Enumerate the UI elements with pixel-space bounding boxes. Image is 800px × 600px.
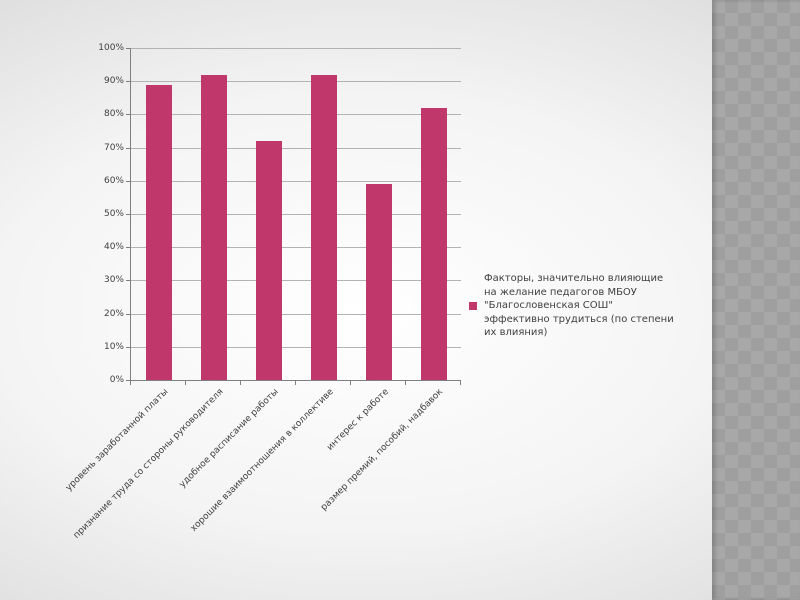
gridline [131,180,461,182]
gridline [131,346,461,348]
x-axis-category-label: удобное расписание работы [177,387,281,490]
x-axis-category-label: уровень заработанной платы [64,387,171,494]
y-axis-tick-label: 100% [98,43,124,53]
y-axis-tick-label: 20% [103,308,124,319]
y-axis-tick-label: 80% [103,109,124,120]
y-axis-tick-mark [126,380,130,381]
x-axis-tick-mark [350,381,351,385]
bar-3 [255,140,282,380]
x-axis-tick-mark [130,381,131,385]
gridline [131,214,461,215]
x-axis-tick-mark [185,381,186,385]
decorative-side-strip [712,0,800,600]
bar-5 [365,184,392,380]
y-axis-tick-label: 90% [103,76,124,87]
y-axis-tick-mark [126,48,130,49]
y-axis-tick-mark [126,280,130,282]
gridline [131,48,461,49]
bar-2 [200,74,227,380]
x-axis-tick-mark [405,381,406,385]
y-axis-tick-label: 30% [103,275,124,286]
plot-area [130,48,461,381]
gridline [131,313,461,315]
legend-marker-icon [469,301,477,310]
y-axis-tick-mark [126,180,130,182]
y-axis-tick-mark [126,147,130,149]
bar-6 [420,107,447,380]
gridline [131,247,461,249]
y-axis-tick-mark [126,346,130,348]
y-axis-tick-label: 70% [103,142,124,153]
bar-1 [145,84,172,380]
y-axis-tick-mark [126,247,130,249]
y-axis-tick-mark [126,313,130,315]
y-axis-tick-label: 10% [103,341,124,352]
gridline [131,147,461,149]
bar-4 [310,74,337,380]
gridline [131,114,461,116]
y-axis-tick-mark [126,81,130,83]
gridline [131,280,461,282]
y-axis-tick-mark [126,114,130,116]
x-axis-category-label: размер премий, пособий, надбавок [319,387,446,513]
legend: Факторы, значительно влияющие на желание… [469,272,684,340]
y-axis-tick-label: 40% [103,242,124,253]
legend-label: Факторы, значительно влияющие на желание… [484,273,674,338]
gridline [131,81,461,83]
y-axis-tick-mark [126,214,130,215]
y-axis-tick-label: 50% [103,209,124,219]
y-axis-tick-label: 0% [109,375,124,385]
x-axis-tick-mark [460,381,461,385]
x-axis-tick-mark [240,381,241,385]
y-axis-tick-label: 60% [103,175,124,186]
x-axis-tick-mark [295,381,296,385]
